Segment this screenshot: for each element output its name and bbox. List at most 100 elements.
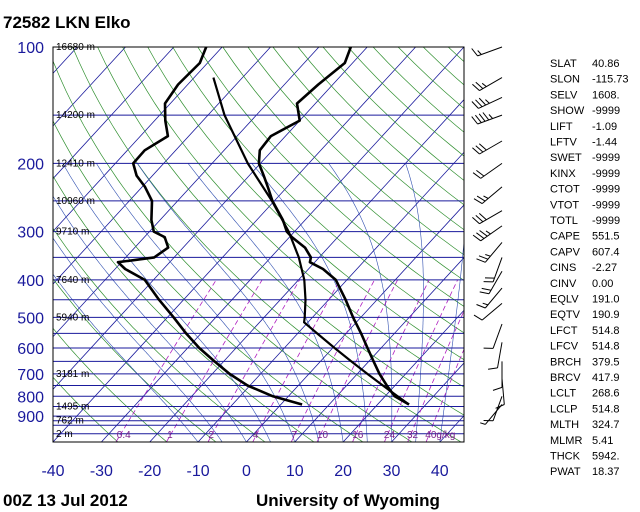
mixing-ratio-line (407, 309, 464, 442)
index-name: LFCT (550, 325, 578, 337)
index-value: -9999 (592, 105, 620, 117)
index-name: BRCH (550, 356, 581, 368)
index-name: SWET (550, 152, 582, 164)
barb-flag (475, 114, 482, 123)
barb-flag (475, 99, 483, 108)
index-value: 514.8 (592, 341, 620, 353)
wind-barb (480, 404, 503, 425)
barb-flag (488, 367, 498, 370)
index-name: CINS (550, 262, 576, 274)
barb-staff (488, 271, 503, 295)
index-name: CTOT (550, 184, 580, 196)
pressure-tick-label: 200 (17, 156, 44, 173)
height-label: 9710 m (56, 227, 89, 238)
moist-adiabat (62, 163, 271, 442)
index-name: TOTL (550, 215, 578, 227)
wind-barb (476, 287, 503, 309)
index-name: MLTH (550, 419, 579, 431)
index-value: 551.5 (592, 231, 620, 243)
mixing-ratio-label: 4 (253, 430, 259, 441)
mixing-ratio-line (316, 279, 398, 442)
sounding-traces (116, 47, 410, 406)
height-label: 12410 m (56, 158, 95, 169)
stability-indices: SLAT 40.86 SLON -115.73 SELV 1608. SHOW -9999 LI… (550, 58, 629, 478)
dry-adiabat (172, 47, 464, 334)
wind-barb (471, 96, 503, 109)
index-name: LIFT (550, 121, 573, 133)
barb-staff (501, 378, 505, 405)
wind-barb (471, 112, 503, 125)
barb-flag (472, 234, 482, 242)
height-label: 10960 m (56, 196, 95, 207)
moist-adiabat (187, 163, 344, 442)
moist-adiabat (53, 195, 247, 442)
index-name: THCK (550, 451, 581, 463)
mixing-ratio-label: 0.4 (117, 430, 131, 441)
barb-half-flag (485, 254, 491, 257)
index-name: LCLP (550, 403, 578, 415)
moist-adiabat (251, 163, 368, 442)
barb-half-flag (480, 422, 486, 425)
dry-adiabat (222, 47, 464, 281)
temperature-tick-label: 20 (334, 463, 352, 480)
barb-staff (497, 342, 503, 368)
height-label: 762 m (56, 416, 84, 427)
dry-adiabat (247, 47, 464, 256)
temperature-tick-label: 40 (431, 463, 449, 480)
barb-flag (471, 101, 479, 109)
mixing-ratio-line (425, 348, 464, 442)
wind-barb (472, 77, 503, 92)
pressure-tick-label: 500 (17, 310, 44, 327)
index-name: CINV (550, 278, 577, 290)
height-label: 2 m (56, 429, 73, 440)
moist-adiabat (328, 163, 393, 442)
height-label: 7640 m (56, 275, 89, 286)
index-value: 1608. (592, 89, 620, 101)
barb-flag (476, 169, 485, 177)
dry-adiabat (53, 278, 217, 442)
isotherm (53, 47, 320, 338)
index-value: 607.4 (592, 246, 620, 258)
index-value: 379.5 (592, 356, 620, 368)
pressure-tick-label: 700 (17, 367, 44, 384)
wind-barb (472, 225, 503, 242)
dry-adiabat (97, 47, 464, 416)
pressure-tick-label: 300 (17, 225, 44, 242)
index-value: 5942. (592, 451, 620, 463)
barb-flag (476, 195, 486, 202)
index-value: -9999 (592, 168, 620, 180)
height-label: 1495 m (56, 402, 89, 413)
barb-staff (480, 225, 503, 242)
wind-barb (471, 46, 503, 57)
mixing-ratio-label: 32 (407, 430, 419, 441)
footer-date: 00Z 13 Jul 2012 (3, 491, 128, 510)
index-name: PWAT (550, 466, 581, 478)
barb-staff (477, 46, 503, 57)
index-value: -1.44 (592, 137, 617, 149)
barb-staff (480, 162, 503, 179)
barb-flag (473, 314, 483, 321)
index-name: VTOT (550, 199, 579, 211)
barb-flag (472, 147, 480, 155)
index-value: 417.9 (592, 372, 620, 384)
dry-adiabat (72, 47, 462, 442)
plot-frame (52, 46, 465, 443)
barb-flag (472, 217, 480, 225)
barb-half-flag (482, 302, 489, 306)
barb-staff (484, 287, 503, 309)
index-name: KINX (550, 168, 576, 180)
wind-barb (473, 303, 503, 321)
barb-staff (479, 77, 503, 92)
barb-staff (481, 186, 503, 204)
index-name: MLMR (550, 435, 582, 447)
moist-adiabat (137, 163, 320, 442)
mixing-ratio-label: 1 (167, 430, 173, 441)
dry-adiabat (197, 47, 464, 307)
barb-flag (471, 116, 478, 125)
mixing-ratio-line (207, 279, 300, 442)
barb-flag (478, 143, 487, 151)
isotherm (53, 47, 223, 232)
index-value: 0.00 (592, 278, 613, 290)
pressure-tick-label: 400 (17, 273, 44, 290)
index-name: EQTV (550, 309, 581, 321)
